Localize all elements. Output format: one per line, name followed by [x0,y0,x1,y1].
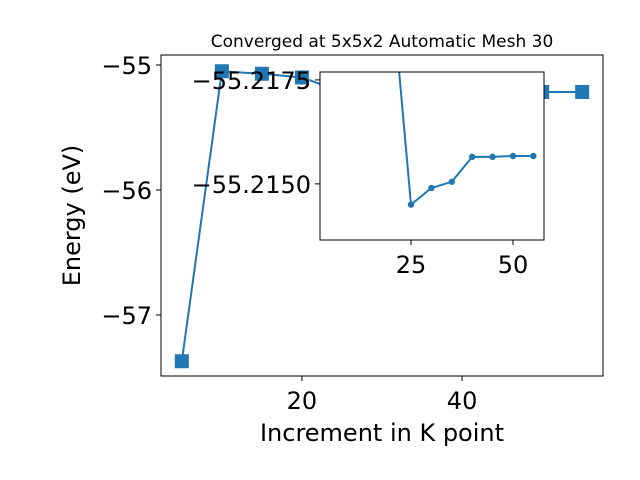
y-tick-label: −57 [101,302,152,330]
axes-frame [160,54,604,377]
y-axis-label: Energy (eV) [58,145,86,287]
x-tick-label: 20 [287,387,318,415]
marker [294,70,309,85]
marker [407,201,415,208]
marker [214,64,229,79]
series-group [398,72,537,208]
axes-frame [319,71,545,241]
marker [489,153,496,161]
marker [254,66,269,81]
x-tick-label: 40 [447,387,478,415]
line [398,72,534,207]
y-tick-label: −56 [101,177,152,205]
x-tick-label: 50 [498,251,529,279]
marker [448,178,455,185]
y-tick-label: −55.2150 [192,171,311,199]
chart-title: Converged at 5x5x2 Automatic Mesh 30 [211,32,554,52]
marker [468,153,476,161]
marker [428,184,435,192]
y-tick-label: −55 [101,52,152,80]
marker [509,152,517,160]
x-tick-label: 25 [396,251,427,279]
y-tick-label: −55.2175 [192,67,311,95]
marker [174,354,189,369]
x-axis-label: Increment in K point [260,419,504,447]
marker [575,84,590,99]
marker [530,152,537,160]
